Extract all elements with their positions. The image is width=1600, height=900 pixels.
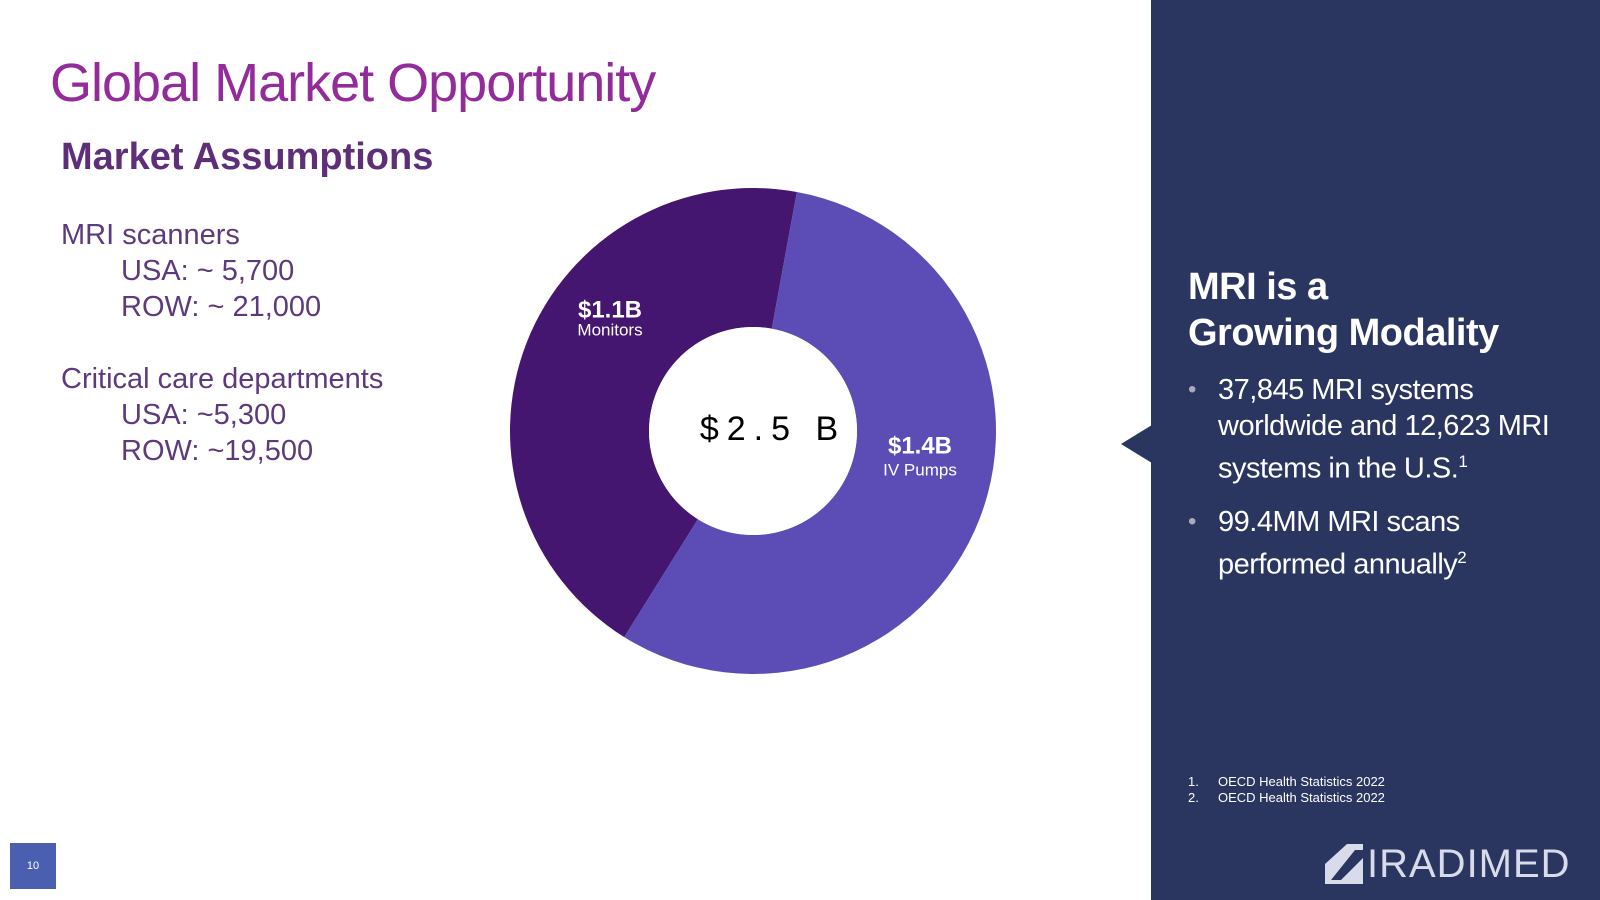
data-label: $1.1B bbox=[578, 296, 642, 323]
assumption-block: MRI scanners USA: ~ 5,700 ROW: ~ 21,000 bbox=[61, 217, 321, 325]
footnotes: 1. OECD Health Statistics 2022 2. OECD Hea… bbox=[1188, 774, 1385, 806]
donut-hole bbox=[649, 327, 857, 535]
data-label: $1.4B bbox=[888, 432, 952, 459]
panel-pointer bbox=[1121, 425, 1152, 463]
heading-line: Growing Modality bbox=[1188, 312, 1499, 354]
footnote-text: OECD Health Statistics 2022 bbox=[1218, 774, 1385, 789]
footnote-ref: 1 bbox=[1458, 452, 1468, 471]
category-label: Monitors bbox=[577, 320, 642, 339]
footnote-number: 2. bbox=[1188, 790, 1199, 805]
footnote-number: 1. bbox=[1188, 774, 1199, 789]
assumption-line: USA: ~5,300 bbox=[121, 399, 287, 431]
footnote-ref: 2 bbox=[1457, 547, 1467, 567]
panel-heading: MRI is a Growing Modality bbox=[1188, 264, 1499, 356]
center-label: $2.5 B bbox=[700, 410, 846, 448]
slide-title: Global Market Opportunity bbox=[50, 53, 656, 113]
heading-line: MRI is a bbox=[1188, 266, 1328, 308]
donut-segment bbox=[509, 188, 797, 638]
assumption-heading: MRI scanners bbox=[61, 219, 240, 251]
footnote-text: OECD Health Statistics 2022 bbox=[1218, 790, 1385, 805]
assumption-line: USA: ~ 5,700 bbox=[121, 255, 295, 287]
slide-subtitle: Market Assumptions bbox=[61, 136, 434, 178]
assumption-line: ROW: ~19,500 bbox=[121, 435, 314, 467]
bullet-list: 37,845 MRI systems worldwide and 12,623 … bbox=[1188, 372, 1588, 599]
logo-text: IRADIMED bbox=[1367, 842, 1571, 886]
logo-icon bbox=[1325, 844, 1363, 884]
bullet-text: 99.4MM MRI scans performed annually bbox=[1218, 505, 1460, 581]
page-number: 10 bbox=[10, 843, 56, 889]
assumption-block: Critical care departments USA: ~5,300 RO… bbox=[61, 361, 383, 469]
bullet: 99.4MM MRI scans performed annually2 bbox=[1188, 504, 1588, 583]
footnote: 2. OECD Health Statistics 2022 bbox=[1188, 790, 1385, 806]
footnote: 1. OECD Health Statistics 2022 bbox=[1188, 774, 1385, 790]
category-label: IV Pumps bbox=[883, 460, 957, 479]
assumption-line: ROW: ~ 21,000 bbox=[121, 291, 322, 323]
bullet-text: 37,845 MRI systems worldwide and 12,623 … bbox=[1218, 374, 1550, 485]
donut-segment bbox=[624, 191, 996, 674]
assumption-heading: Critical care departments bbox=[61, 363, 384, 395]
bullet: 37,845 MRI systems worldwide and 12,623 … bbox=[1188, 372, 1588, 487]
